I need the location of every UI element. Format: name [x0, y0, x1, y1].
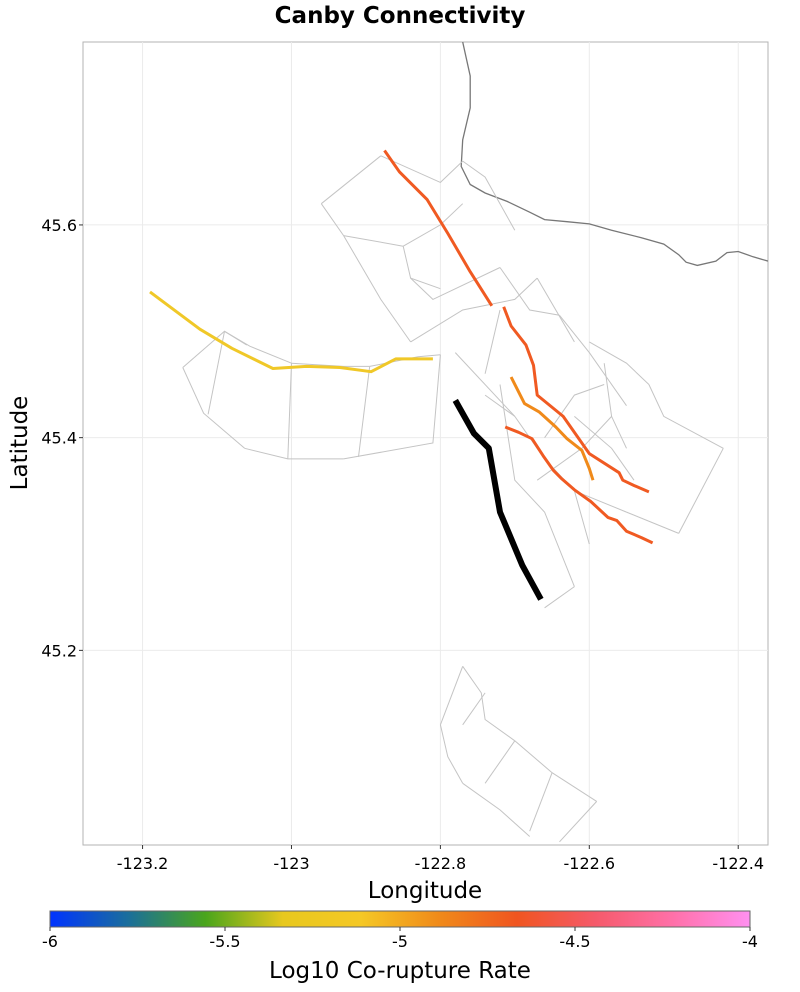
- colorbar: [49, 910, 751, 928]
- colorbar-tick-label: -4: [742, 932, 758, 951]
- section-outline: [287, 363, 292, 459]
- plot-area: [82, 41, 769, 846]
- section-outline: [544, 384, 605, 438]
- y-axis-label: Latitude: [7, 396, 33, 491]
- rupture-trace: [149, 290, 433, 374]
- section-outline: [462, 782, 531, 837]
- chart-title: Canby Connectivity: [275, 3, 526, 29]
- x-axis-ticks: -123.2 -123 -122.8 -122.6 -122.4: [117, 845, 764, 873]
- colorbar-tick-label: -6: [42, 932, 58, 951]
- section-outline: [343, 354, 441, 460]
- rupture-traces: [149, 149, 654, 601]
- section-outline: [320, 155, 382, 205]
- rupture-trace: [504, 425, 654, 545]
- section-outline: [484, 740, 516, 784]
- section-outline: [410, 267, 501, 300]
- section-outline: [678, 448, 724, 534]
- section-outline: [207, 331, 225, 415]
- section-outline: [559, 314, 627, 406]
- section-outline: [439, 724, 464, 784]
- rupture-trace: [509, 376, 595, 481]
- x-tick-label: -122.8: [415, 854, 467, 873]
- section-outline: [544, 586, 575, 609]
- section-outline: [536, 277, 575, 343]
- y-tick-label: 45.4: [41, 429, 77, 448]
- x-tick-label: -122.4: [712, 854, 764, 873]
- colorbar-tick-label: -4.5: [559, 932, 590, 951]
- section-outline: [499, 384, 575, 587]
- section-outline: [291, 362, 370, 367]
- section-outline: [529, 772, 553, 832]
- section-outline: [402, 203, 464, 247]
- section-outline: [499, 267, 560, 316]
- section-outline: [182, 367, 245, 449]
- section-outline: [648, 384, 724, 449]
- section-outline: [484, 309, 501, 374]
- section-outline: [626, 511, 679, 534]
- x-tick-label: -123: [273, 854, 309, 873]
- section-outline: [380, 155, 464, 183]
- section-outline: [410, 277, 538, 343]
- colorbar-label: Log10 Co-rupture Rate: [269, 958, 531, 984]
- x-tick-label: -122.6: [564, 854, 616, 873]
- section-outline: [462, 692, 486, 726]
- section-outline: [559, 801, 598, 843]
- y-tick-label: 45.6: [41, 216, 77, 235]
- section-outline: [484, 394, 516, 417]
- section-outline: [224, 330, 292, 364]
- section-outline: [343, 235, 404, 247]
- coastline: [460, 42, 768, 267]
- colorbar-ticks: -6 -5.5 -5 -4.5 -4: [42, 927, 758, 951]
- section-outline: [358, 366, 371, 457]
- section-outline: [343, 235, 412, 343]
- y-tick-label: 45.2: [41, 641, 77, 660]
- section-outline: [462, 160, 516, 231]
- section-outline: [462, 666, 516, 742]
- section-outline: [454, 352, 516, 417]
- y-axis-ticks: 45.2 45.4 45.6: [41, 216, 83, 660]
- section-outline: [574, 416, 635, 481]
- section-outline: [244, 447, 344, 460]
- gridlines: [83, 42, 768, 845]
- colorbar-tick-label: -5.5: [209, 932, 240, 951]
- rupture-trace: [502, 306, 650, 494]
- fault-sections: [182, 155, 724, 843]
- section-outline: [320, 203, 345, 236]
- x-tick-label: -123.2: [117, 854, 169, 873]
- section-outline: [589, 341, 650, 385]
- colorbar-tick-label: -5: [392, 932, 408, 951]
- section-outline: [439, 666, 464, 725]
- rupture-trace: [383, 149, 494, 307]
- rupture-trace: [452, 398, 544, 601]
- coastline-line: [460, 42, 768, 267]
- x-axis-label: Longitude: [368, 878, 482, 904]
